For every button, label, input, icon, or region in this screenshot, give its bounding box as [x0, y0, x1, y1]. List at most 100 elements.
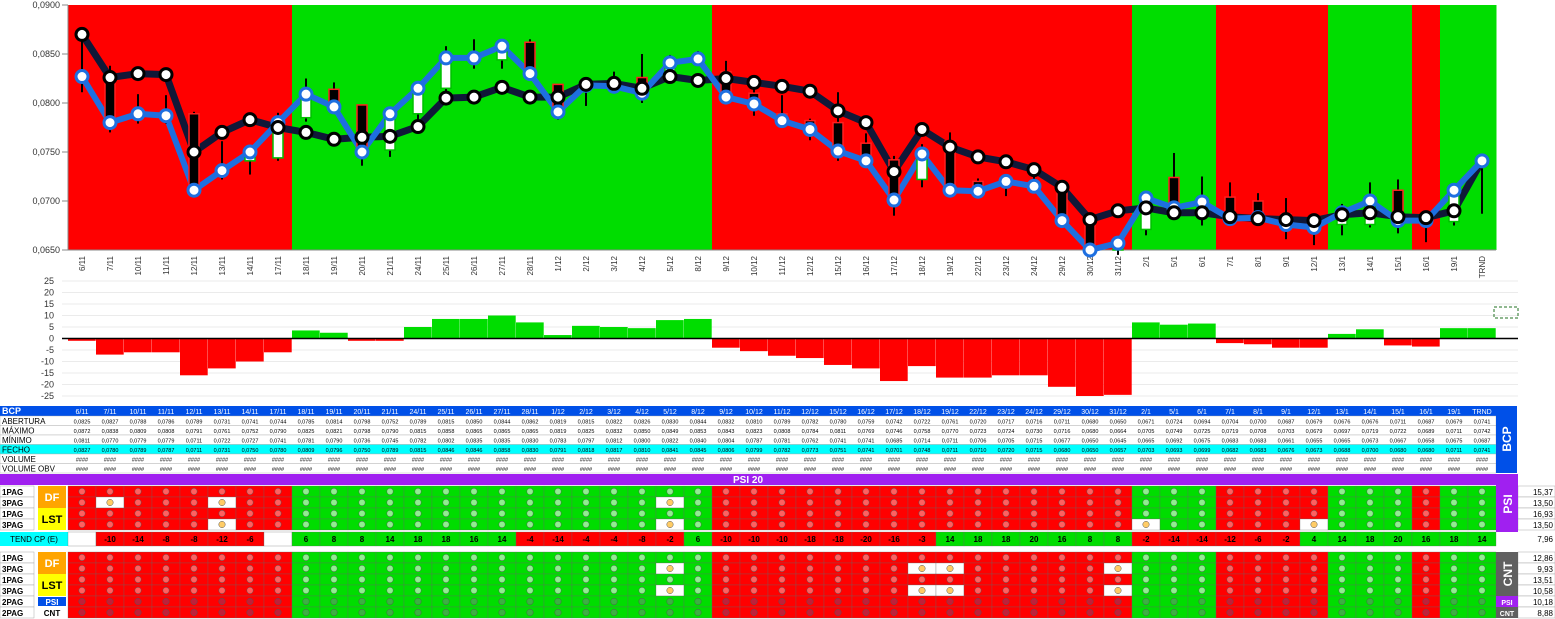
signal-dot	[666, 499, 674, 506]
signal-dot	[526, 609, 534, 616]
table-cell: 0,0782	[774, 448, 791, 454]
signal-dot	[330, 609, 338, 616]
close-marker	[802, 121, 818, 137]
trend-value: -14	[1196, 535, 1208, 544]
trend-value: 8	[1088, 535, 1093, 544]
signal-dot	[1198, 609, 1206, 616]
signal-dot	[666, 576, 674, 583]
x-tick-label: 19/12	[946, 255, 955, 276]
signal-dot	[778, 488, 786, 495]
line-marker	[1110, 203, 1126, 219]
signal-dot	[1478, 598, 1486, 605]
signal-dot	[1142, 576, 1150, 583]
signal-dot	[1478, 488, 1486, 495]
signal-dot	[1422, 565, 1430, 572]
table-cell: 0,0817	[606, 448, 623, 454]
signal-dot	[1478, 499, 1486, 506]
y-tick-label: 0,0900	[32, 0, 60, 10]
table-cell: ####	[216, 467, 229, 473]
trend-value: 16	[1422, 535, 1431, 544]
table-cell: ####	[300, 467, 313, 473]
signal-dot	[1478, 609, 1486, 616]
signal-dot	[610, 609, 618, 616]
signal-dot	[946, 499, 954, 506]
bg-column	[600, 5, 629, 250]
signal-dot	[302, 587, 310, 594]
signal-dot	[1310, 521, 1318, 528]
x-tick-label: 13/11	[218, 255, 227, 275]
table-cell: 0,0791	[186, 429, 203, 435]
signal-dot	[1254, 576, 1262, 583]
row-label: MÁXIMO	[2, 427, 34, 436]
signal-dot	[162, 576, 170, 583]
signal-dot	[1282, 587, 1290, 594]
signal-dot	[190, 609, 198, 616]
signal-dot	[1114, 565, 1122, 572]
line-marker	[130, 66, 146, 82]
signal-dot	[526, 499, 534, 506]
momentum-bar	[936, 338, 964, 378]
x-tick-label: 18/12	[918, 255, 927, 276]
signal-dot	[1198, 521, 1206, 528]
signal-dot	[806, 488, 814, 495]
table-cell: ####	[300, 458, 313, 464]
signal-dot	[834, 609, 842, 616]
table-cell: 0,0782	[802, 420, 819, 426]
signal-dot	[1394, 554, 1402, 561]
signal-dot	[274, 554, 282, 561]
table-cell: 0,0811	[830, 429, 846, 435]
table-cell: ####	[76, 467, 89, 473]
table-cell: 0,0679	[1306, 420, 1323, 426]
signal-dot	[1450, 565, 1458, 572]
signal-dot	[1254, 609, 1262, 616]
table-date: 30/12	[1081, 409, 1099, 416]
table-cell: 0,0715	[1026, 448, 1043, 454]
signal-dot	[498, 554, 506, 561]
table-cell: 0,0789	[774, 420, 791, 426]
table-cell: 0,0667	[1390, 439, 1407, 445]
signal-dot	[1226, 609, 1234, 616]
momentum-bar	[740, 338, 768, 352]
signal-dot	[1114, 521, 1122, 528]
table-cell: 0,0770	[942, 429, 959, 435]
signal-dot	[1198, 576, 1206, 583]
signal-dot	[134, 609, 142, 616]
signal-dot	[666, 554, 674, 561]
line-marker	[1390, 209, 1406, 225]
line-marker	[774, 78, 790, 94]
signal-dot	[274, 609, 282, 616]
momentum-bar	[1384, 338, 1412, 346]
signal-dot	[918, 510, 926, 517]
signal-dot	[638, 488, 646, 495]
x-tick-label: 9/12	[722, 255, 731, 271]
signal-dot	[862, 488, 870, 495]
signal-dot	[526, 587, 534, 594]
signal-dot	[694, 521, 702, 528]
table-cell: 0,0744	[270, 420, 287, 426]
trend-value: -4	[610, 535, 618, 544]
cnt-tag-df-label: DF	[45, 558, 60, 570]
momentum-bar	[96, 338, 124, 355]
signal-dot	[1198, 488, 1206, 495]
signal-dot	[1086, 510, 1094, 517]
trend-value: -10	[748, 535, 760, 544]
momentum-bar	[712, 338, 740, 348]
table-cell: 0,0814	[326, 420, 343, 426]
signal-dot	[1450, 510, 1458, 517]
signal-dot	[1058, 576, 1066, 583]
trend-value: 20	[1394, 535, 1403, 544]
trend-value: -10	[776, 535, 788, 544]
table-date: 12/11	[186, 409, 203, 416]
table-date: 9/12	[719, 409, 733, 416]
table-cell: 0,0853	[690, 429, 707, 435]
signal-dot	[190, 521, 198, 528]
momentum-bar	[768, 338, 796, 356]
table-cell: 0,0706	[970, 439, 987, 445]
signal-dot	[330, 576, 338, 583]
momentum-bar	[68, 338, 96, 341]
signal-dot	[1058, 521, 1066, 528]
close-marker	[886, 192, 902, 208]
signal-dot	[1450, 609, 1458, 616]
signal-dot	[1198, 587, 1206, 594]
close-marker	[774, 113, 790, 129]
